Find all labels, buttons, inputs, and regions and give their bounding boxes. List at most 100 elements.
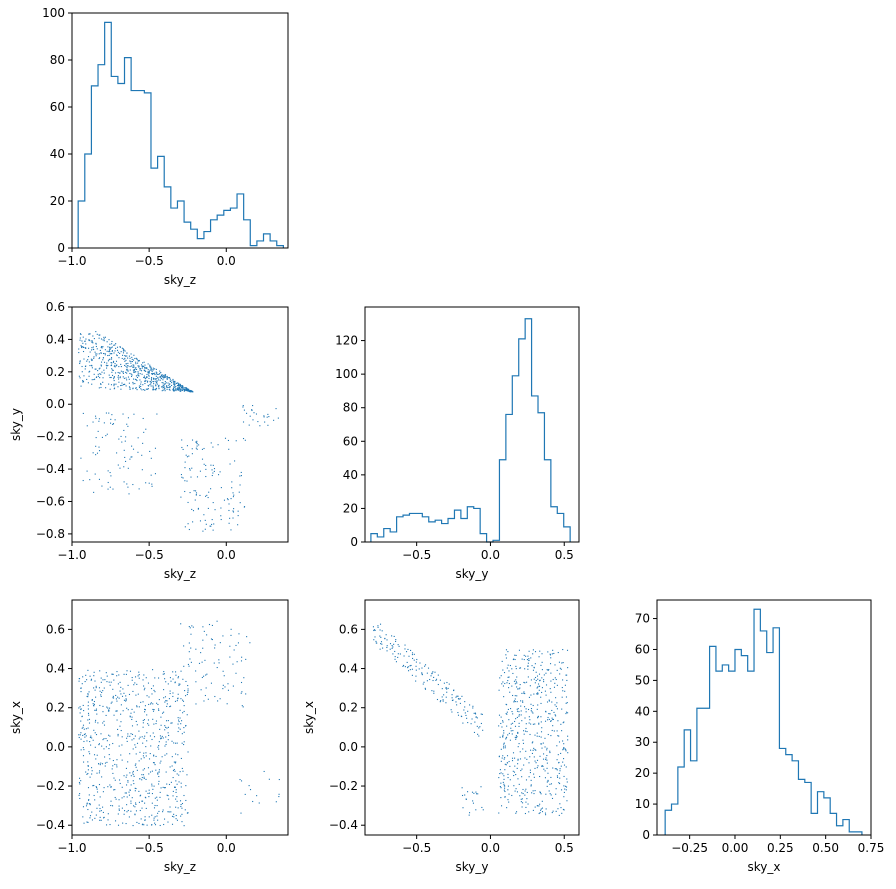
scatter-point — [547, 772, 549, 774]
scatter-point — [524, 730, 527, 732]
scatter-point — [185, 389, 187, 391]
scatter-point — [563, 809, 565, 811]
scatter-point — [175, 671, 177, 673]
scatter-point — [199, 494, 201, 496]
scatter-point — [142, 384, 144, 386]
scatter-point — [213, 468, 216, 470]
scatter-point — [151, 792, 153, 795]
scatter-point — [555, 697, 557, 699]
scatter-point — [235, 644, 237, 647]
scatter-point — [505, 737, 507, 739]
scatter-point — [175, 742, 177, 744]
scatter-point — [252, 405, 254, 407]
scatter-point — [153, 389, 155, 391]
scatter-point — [109, 758, 111, 760]
scatter-point — [108, 709, 110, 711]
y-tick-label: 20 — [635, 766, 650, 780]
scatter-point — [97, 722, 99, 724]
scatter-point — [394, 650, 396, 653]
scatter-point — [128, 493, 130, 495]
scatter-point — [524, 790, 526, 792]
scatter-point — [505, 738, 507, 740]
scatter-point — [127, 733, 129, 735]
scatter-point — [88, 375, 90, 377]
scatter-point — [462, 807, 464, 809]
scatter-point — [90, 349, 93, 351]
y-tick-label: 0.0 — [339, 740, 358, 754]
scatter-point — [552, 810, 554, 812]
scatter-point — [103, 817, 105, 819]
y-tick-label: −0.4 — [36, 818, 65, 832]
scatter-point — [502, 736, 504, 738]
scatter-point — [178, 386, 180, 388]
scatter-point — [120, 693, 122, 695]
scatter-point — [528, 650, 530, 652]
scatter-point — [214, 644, 216, 646]
scatter-point — [155, 722, 157, 725]
scatter-point — [108, 359, 110, 361]
scatter-point — [507, 799, 509, 801]
scatter-point — [113, 376, 115, 378]
scatter-point — [257, 421, 259, 423]
scatter-point — [145, 677, 147, 679]
panel-scatter_z_x: −1.0 −0.5 0.0−0.4−0.20.00.20.40.6sky_zsky_… — [9, 599, 289, 874]
y-tick-label: 40 — [50, 147, 65, 161]
scatter-point — [88, 799, 90, 801]
scatter-point — [107, 360, 109, 362]
scatter-point — [95, 331, 97, 333]
scatter-point — [157, 773, 159, 775]
scatter-point — [161, 756, 163, 758]
scatter-point — [153, 754, 155, 756]
scatter-point — [109, 358, 111, 360]
x-tick-label: 0.0 — [481, 841, 500, 855]
scatter-point — [144, 816, 146, 818]
scatter-point — [111, 350, 113, 352]
scatter-point — [227, 689, 229, 691]
scatter-point — [159, 379, 161, 381]
scatter-point — [503, 758, 505, 760]
scatter-point — [550, 672, 552, 674]
scatter-point — [160, 375, 162, 377]
scatter-point — [114, 344, 116, 346]
scatter-point — [421, 674, 423, 676]
scatter-point — [169, 706, 171, 708]
scatter-point — [173, 816, 175, 818]
scatter-point — [545, 694, 547, 696]
y-tick-label: 0 — [350, 535, 358, 549]
scatter-point — [203, 514, 205, 516]
scatter-point — [386, 646, 388, 649]
scatter-point — [182, 700, 185, 702]
scatter-point — [130, 775, 132, 777]
scatter-point — [424, 665, 426, 667]
axes-frame — [71, 306, 289, 543]
scatter-point — [122, 352, 125, 354]
scatter-point — [266, 416, 268, 418]
scatter-point — [527, 665, 529, 667]
scatter-point — [188, 651, 190, 653]
scatter-point — [127, 735, 129, 737]
scatter-point — [554, 714, 556, 716]
scatter-point — [554, 768, 556, 770]
scatter-point — [540, 793, 542, 795]
scatter-point — [141, 807, 143, 809]
scatter-point — [112, 695, 114, 697]
scatter-point — [520, 700, 522, 702]
scatter-point — [168, 734, 170, 737]
y-tick-label: −0.6 — [36, 494, 65, 508]
scatter-point — [502, 669, 504, 671]
scatter-point — [559, 667, 561, 669]
scatter-point — [118, 357, 120, 359]
scatter-point — [549, 750, 551, 752]
scatter-point — [80, 720, 82, 722]
scatter-point — [134, 806, 136, 808]
scatter-point — [273, 419, 275, 421]
scatter-point — [92, 785, 94, 787]
scatter-point — [550, 735, 552, 737]
scatter-point — [134, 744, 136, 746]
scatter-point — [145, 752, 147, 754]
scatter-point — [504, 790, 506, 793]
scatter-point — [437, 683, 439, 686]
scatter-point — [82, 806, 85, 808]
scatter-point — [93, 703, 95, 705]
